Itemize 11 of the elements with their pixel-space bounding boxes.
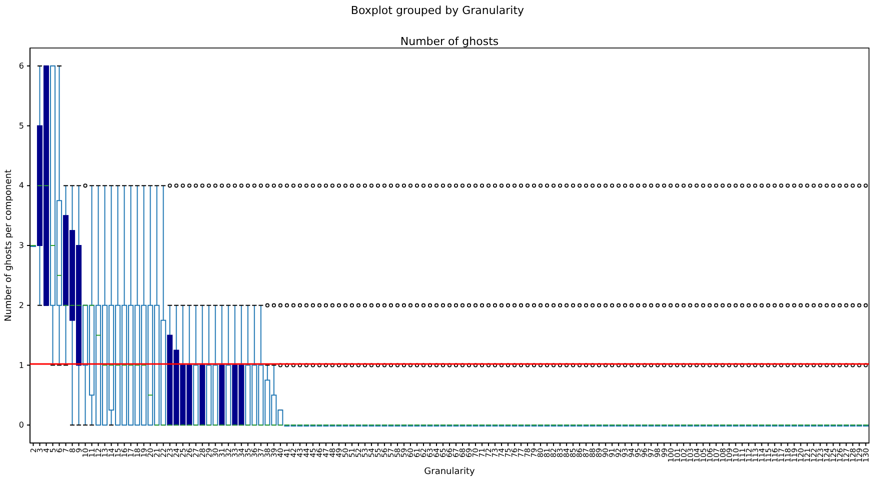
y-tick-label: 5 — [18, 121, 24, 130]
y-tick-label: 4 — [18, 181, 24, 190]
y-tick-label: 3 — [18, 241, 24, 250]
y-tick-label: 6 — [18, 62, 24, 71]
y-tick-label: 0 — [18, 420, 24, 430]
x-axis-title: Granularity — [424, 467, 476, 477]
y-tick-label: 1 — [18, 360, 24, 370]
chart-subtitle: Number of ghosts — [400, 35, 499, 48]
y-tick-label: 2 — [18, 300, 24, 310]
y-axis-title: Number of ghosts per component — [4, 169, 14, 322]
chart-title: Boxplot grouped by Granularity — [350, 4, 525, 17]
